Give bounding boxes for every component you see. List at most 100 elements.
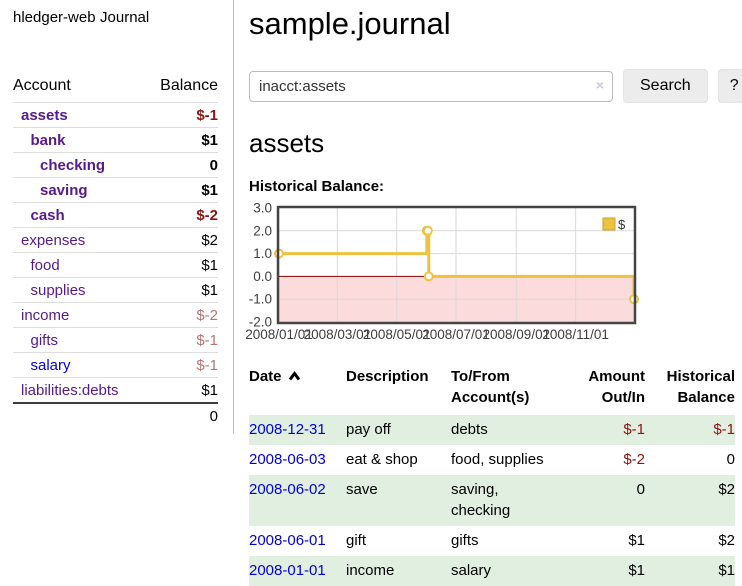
search-button[interactable]: Search: [623, 69, 708, 103]
description-column-header: Description: [346, 368, 429, 385]
account-balance: $1: [145, 377, 218, 404]
svg-text:-2.0: -2.0: [249, 315, 272, 330]
account-link[interactable]: bank: [30, 132, 66, 149]
account-balance: $-1: [145, 327, 218, 353]
svg-text:2008/09/01: 2008/09/01: [483, 327, 551, 342]
register-row: 2008-12-31 pay off debts $-1 $-1: [249, 415, 735, 445]
svg-text:0.0: 0.0: [253, 269, 272, 284]
account-balance: $-2: [145, 302, 218, 328]
clear-search-icon[interactable]: ×: [595, 77, 604, 93]
accounts-total-row: 0: [13, 402, 218, 428]
register-accounts: gifts: [451, 532, 479, 549]
account-link[interactable]: liabilities:debts: [21, 382, 119, 399]
register-accounts: saving, checking: [451, 480, 511, 520]
account-link[interactable]: income: [21, 307, 70, 324]
register-description: income: [346, 561, 395, 579]
register-row: 2008-06-01 gift gifts $1 $2: [249, 526, 735, 556]
svg-text:2008/01/01: 2008/01/01: [245, 327, 313, 342]
register-amount: $-2: [623, 450, 645, 468]
svg-text:2008/11/01: 2008/11/01: [542, 327, 609, 342]
register-header-row: Date Description To/From Account(s) Amou…: [249, 364, 735, 415]
register-description: save: [346, 480, 378, 498]
page-title: sample.journal: [249, 6, 451, 41]
register-description: pay off: [346, 421, 391, 438]
account-balance: $-1: [145, 352, 218, 378]
register-description: eat & shop: [346, 450, 418, 468]
sidebar-account-row: income $-2: [13, 302, 218, 328]
register-date-link[interactable]: 2008-06-03: [249, 450, 326, 468]
register-accounts: food, supplies: [451, 450, 544, 468]
balance-column-header: Balance: [145, 75, 218, 103]
register-amount: $-1: [623, 421, 645, 438]
account-link[interactable]: cash: [30, 207, 65, 224]
register-accounts: debts: [451, 421, 488, 438]
account-balance: $1: [145, 177, 218, 203]
journal-nav-link[interactable]: Journal: [100, 9, 150, 26]
account-link[interactable]: checking: [40, 157, 106, 174]
account-balance: $1: [145, 277, 218, 303]
amount-column-header: Amount Out/In: [588, 368, 645, 406]
register-date-link[interactable]: 2008-06-02: [249, 480, 326, 498]
accounts-column-header: To/From Account(s): [451, 368, 530, 406]
account-balance: $-1: [145, 102, 218, 128]
sidebar-account-row: cash $-2: [13, 202, 218, 228]
register-date-link[interactable]: 2008-12-31: [249, 421, 326, 438]
sidebar-account-row: expenses $2: [13, 227, 218, 253]
register-balance: $2: [718, 532, 735, 549]
chart-title: Historical Balance:: [249, 178, 385, 195]
register-amount: $1: [628, 561, 645, 579]
sidebar-account-row: assets $-1: [13, 102, 218, 128]
svg-text:2.0: 2.0: [253, 223, 272, 238]
date-header-label: Date: [249, 368, 282, 385]
register-row: 2008-01-01 income salary $1 $1: [249, 555, 735, 586]
account-balance: $2: [145, 227, 218, 253]
register-balance: $-1: [713, 421, 735, 438]
app-brand-link[interactable]: hledger-web: [13, 9, 96, 26]
search-input[interactable]: [249, 71, 613, 102]
sidebar-account-row: gifts $-1: [13, 327, 218, 353]
account-link[interactable]: assets: [21, 107, 68, 124]
account-balance: 0: [145, 152, 218, 178]
historical-balance-chart: 3.0 2.0 1.0 0.0 -1.0 -2.0 2008/01/01 2008/03/01…: [245, 201, 742, 346]
accounts-header-row: Account Balance: [13, 75, 218, 103]
sidebar: hledger-web Journal Account Balance asse…: [0, 0, 234, 434]
accounts-total-balance: 0: [145, 402, 218, 428]
account-balance: $1: [145, 127, 218, 153]
search-row: × Search ?: [249, 69, 742, 103]
register-table: Date Description To/From Account(s) Amou…: [249, 364, 735, 586]
help-button[interactable]: ?: [717, 69, 742, 103]
svg-text:-1.0: -1.0: [249, 292, 272, 307]
register-amount: $1: [628, 532, 645, 549]
register-amount: 0: [636, 480, 645, 498]
svg-text:1.0: 1.0: [253, 246, 272, 261]
search-box: ×: [249, 71, 613, 102]
account-link[interactable]: gifts: [30, 332, 59, 349]
sort-ascending-icon: [288, 371, 300, 381]
account-balance: $-2: [145, 202, 218, 228]
sidebar-account-row: liabilities:debts $1: [13, 377, 218, 404]
account-link[interactable]: saving: [40, 182, 88, 199]
sidebar-accounts-table: Account Balance assets $-1 bank $1 checking 0…: [13, 75, 218, 428]
sidebar-account-row: saving $1: [13, 177, 218, 203]
register-date-link[interactable]: 2008-06-01: [249, 532, 326, 549]
sidebar-account-row: food $1: [13, 252, 218, 278]
account-column-header: Account: [13, 75, 146, 103]
account-link[interactable]: salary: [30, 357, 71, 374]
register-date-link[interactable]: 2008-01-01: [249, 561, 326, 579]
date-column-header: Date: [249, 364, 346, 415]
register-accounts: salary: [451, 561, 492, 579]
account-heading: assets: [249, 128, 325, 158]
account-link[interactable]: food: [30, 257, 60, 274]
svg-text:2008/05/01: 2008/05/01: [363, 327, 431, 342]
account-link[interactable]: supplies: [30, 282, 86, 299]
svg-text:2008/03/01: 2008/03/01: [304, 327, 372, 342]
total-spacer: [13, 402, 146, 428]
svg-text:2008/07/01: 2008/07/01: [422, 327, 490, 342]
sidebar-account-row: supplies $1: [13, 277, 218, 303]
register-description: gift: [346, 532, 367, 549]
register-balance: $2: [718, 480, 735, 498]
register-balance: $1: [718, 561, 735, 579]
svg-text:$: $: [618, 217, 626, 232]
account-link[interactable]: expenses: [21, 232, 86, 249]
